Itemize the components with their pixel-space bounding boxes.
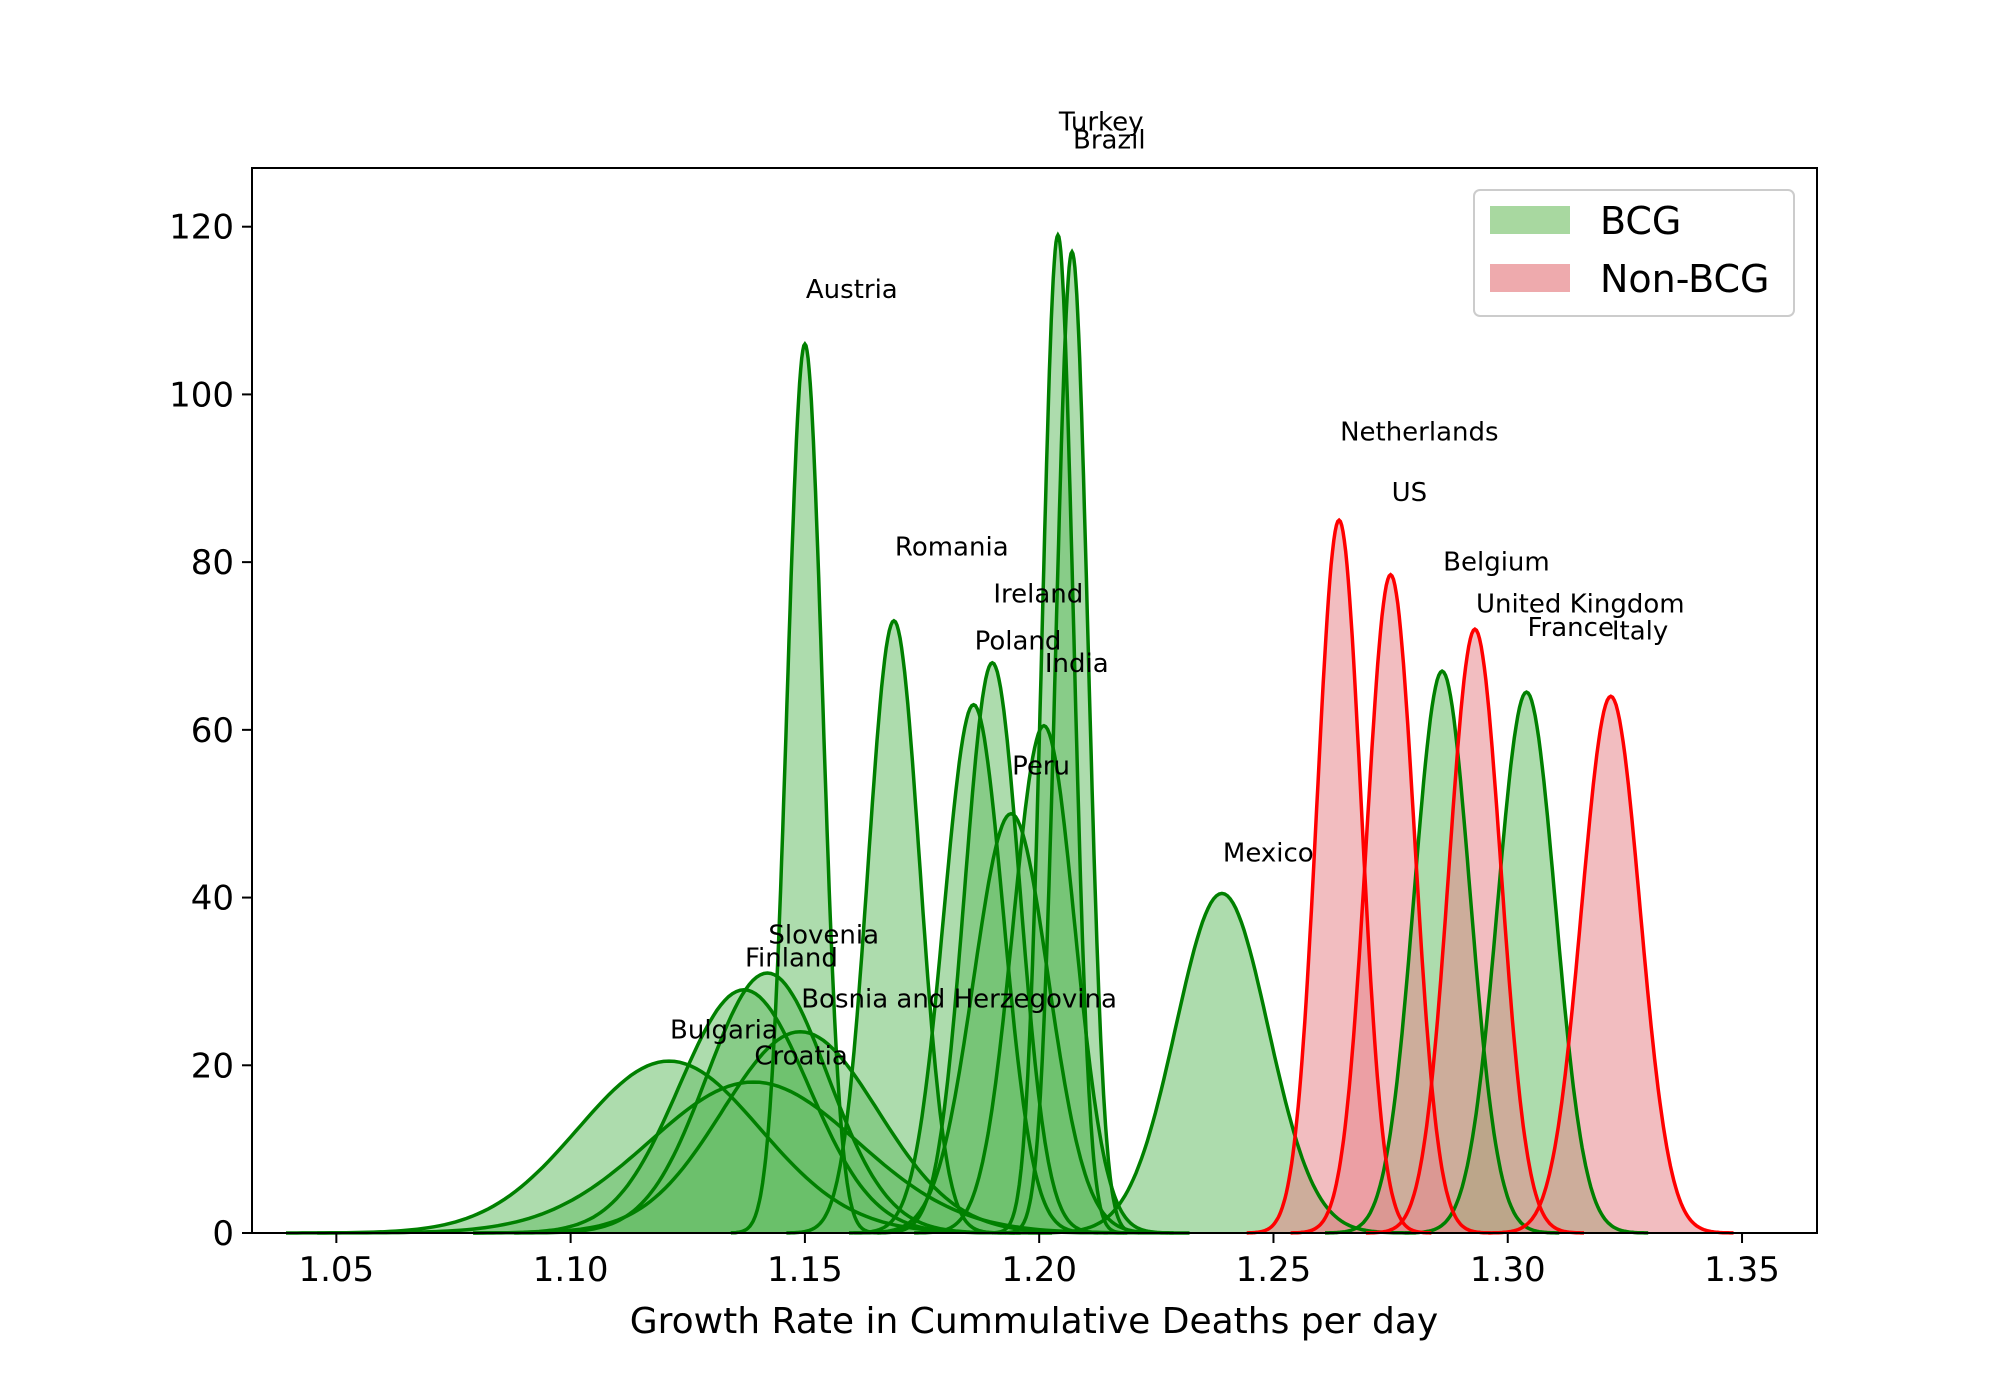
curve-peru: [854, 811, 1169, 1235]
label-ireland: Ireland: [993, 579, 1083, 609]
area-mexico: [1028, 893, 1416, 1233]
area-netherlands: [1246, 520, 1432, 1233]
curve-austria: [730, 341, 880, 1235]
x-tick-label: 1.15: [767, 1250, 843, 1290]
y-tick-label: 100: [169, 375, 234, 415]
label-bulgaria: Bulgaria: [670, 1015, 778, 1045]
curve-belgium: [1325, 668, 1560, 1235]
label-united-kingdom: United Kingdom: [1476, 589, 1685, 619]
y-tick-label: 40: [191, 879, 234, 919]
x-axis-label: Growth Rate in Cummulative Deaths per da…: [630, 1301, 1439, 1342]
curve-italy: [1488, 694, 1734, 1235]
label-us: US: [1392, 478, 1428, 508]
y-tick-label: 120: [169, 208, 234, 248]
label-slovenia: Slovenia: [768, 921, 879, 951]
label-turkey: Turkey: [1058, 107, 1144, 137]
curve-netherlands: [1246, 517, 1432, 1235]
label-india: India: [1045, 649, 1109, 679]
label-brazil: Brazil: [1073, 126, 1146, 156]
label-poland: Poland: [975, 626, 1062, 656]
label-peru: Peru: [1012, 751, 1070, 781]
x-tick-label: 1.25: [1236, 1250, 1312, 1290]
curve-ireland: [876, 660, 1108, 1235]
y-tick-label: 80: [191, 543, 234, 583]
label-mexico: Mexico: [1223, 839, 1314, 869]
label-belgium: Belgium: [1443, 548, 1550, 578]
area-france: [1404, 692, 1649, 1233]
label-croatia: Croatia: [754, 1041, 847, 1071]
x-tick-label: 1.30: [1470, 1250, 1546, 1290]
x-tick-label: 1.10: [533, 1250, 609, 1290]
x-tick-label: 1.20: [1001, 1250, 1077, 1290]
curve-india: [914, 723, 1174, 1235]
curve-france: [1404, 690, 1649, 1235]
y-tick-label: 0: [212, 1214, 234, 1254]
curve-brazil: [1004, 248, 1140, 1235]
area-us: [1290, 574, 1491, 1233]
legend-label-bcg: BCG: [1600, 199, 1681, 243]
curve-slovenia: [514, 971, 1021, 1235]
x-tick-label: 1.35: [1704, 1250, 1780, 1290]
curve-mexico: [1028, 891, 1416, 1235]
label-finland: Finland: [745, 943, 838, 973]
distribution-curves: [286, 231, 1734, 1235]
curve-us: [1290, 572, 1491, 1235]
label-romania: Romania: [895, 532, 1009, 562]
y-tick-label: 20: [191, 1046, 234, 1086]
curve-poland: [849, 702, 1099, 1235]
curve-turkey: [991, 231, 1125, 1235]
curve-romania: [786, 618, 1002, 1235]
area-italy: [1488, 696, 1734, 1233]
y-axis-ticks: 0 20 40 60 80 100 120: [169, 208, 252, 1254]
legend: BCG Non-BCG: [1473, 189, 1795, 317]
x-tick-label: 1.05: [298, 1250, 374, 1290]
legend-swatch-bcg: [1490, 206, 1570, 234]
area-brazil: [1004, 251, 1140, 1233]
curve-united-kingdom: [1365, 627, 1584, 1235]
plot-frame: [251, 167, 1818, 1234]
label-bosnia-and-herzegovina: Bosnia and Herzegovina: [801, 984, 1117, 1014]
label-france: France: [1527, 613, 1613, 643]
area-romania: [786, 620, 1002, 1233]
legend-swatch-non-bcg: [1490, 264, 1570, 292]
legend-label-non-bcg: Non-BCG: [1600, 257, 1770, 301]
area-austria: [730, 344, 879, 1234]
x-axis-ticks: 1.05 1.10 1.15 1.20 1.25 1.30 1.35: [298, 1233, 1780, 1290]
label-italy: Italy: [1612, 616, 1668, 646]
y-tick-label: 60: [191, 711, 234, 751]
label-austria: Austria: [806, 275, 898, 305]
label-netherlands: Netherlands: [1340, 418, 1499, 448]
